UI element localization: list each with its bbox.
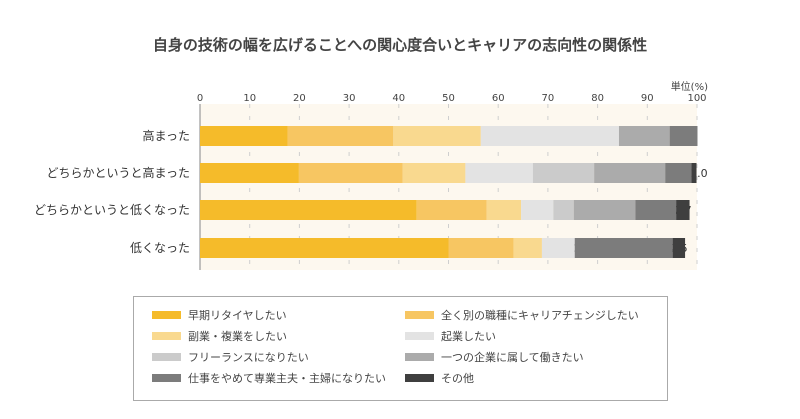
bar-segment xyxy=(618,126,670,146)
bar-segment xyxy=(574,238,673,258)
legend-swatch xyxy=(405,311,434,319)
bar-segment xyxy=(676,200,690,220)
legend-label: 仕事をやめて専業主夫・主婦になりたい xyxy=(188,371,386,385)
category-label: 低くなった xyxy=(130,241,190,255)
legend-swatch xyxy=(152,311,181,319)
legend-swatch xyxy=(405,332,434,340)
bar-segment xyxy=(532,163,595,183)
x-tick-label: 40 xyxy=(392,93,405,104)
bar-segment xyxy=(672,238,686,258)
bar-segment xyxy=(665,163,692,183)
category-label: どちらかというと高まった xyxy=(46,165,190,180)
bar-segment xyxy=(553,200,574,220)
x-tick-label: 80 xyxy=(591,93,604,104)
bar-segment xyxy=(200,163,299,183)
category-label: どちらかというと低くなった xyxy=(34,203,190,217)
unit-label: 単位(%) xyxy=(671,80,708,93)
legend-label: 早期リタイヤしたい xyxy=(188,309,287,322)
legend-swatch xyxy=(152,374,181,382)
bar-segment xyxy=(393,126,481,146)
bar-segment xyxy=(287,126,394,146)
legend-swatch xyxy=(152,353,181,361)
bar-segment xyxy=(480,126,619,146)
x-tick-label: 20 xyxy=(293,93,306,104)
bar-segment xyxy=(200,238,449,258)
x-tick-label: 30 xyxy=(343,93,356,104)
bar-segment xyxy=(402,163,466,183)
bar-segment xyxy=(416,200,487,220)
bar-segment xyxy=(691,163,697,183)
bar-segment xyxy=(573,200,636,220)
legend-swatch xyxy=(405,374,434,382)
legend-label: 副業・複業をしたい xyxy=(188,329,287,343)
bar-segment xyxy=(298,163,403,183)
x-tick-label: 90 xyxy=(641,93,654,104)
legend-label: 一つの企業に属して働きたい xyxy=(441,350,584,364)
category-label: 高まった xyxy=(142,128,190,143)
legend-box xyxy=(133,296,668,401)
x-tick-label: 60 xyxy=(492,93,505,104)
x-tick-label: 0 xyxy=(197,93,203,104)
x-tick-label: 50 xyxy=(442,93,455,104)
bar-segment xyxy=(594,163,666,183)
bar-segment xyxy=(200,126,288,146)
x-tick-label: 10 xyxy=(243,93,256,104)
chart-title: 自身の技術の幅を広げることへの関心度合いとキャリアの志向性の関係性 xyxy=(153,36,647,54)
bar-segment xyxy=(669,126,698,146)
legend-label: 起業したい xyxy=(441,330,496,343)
legend-swatch xyxy=(405,353,434,361)
legend-label: フリーランスになりたい xyxy=(188,351,309,364)
bar-segment xyxy=(541,238,575,258)
bar-segment xyxy=(448,238,514,258)
bar-segment xyxy=(200,200,417,220)
bar-segment xyxy=(635,200,677,220)
x-tick-label: 100 xyxy=(687,93,706,104)
legend-label: その他 xyxy=(441,372,474,385)
bar-segment xyxy=(521,200,554,220)
legend-swatch xyxy=(152,332,181,340)
legend-label: 全く別の職種にキャリアチェンジしたい xyxy=(441,308,639,322)
bar-segment xyxy=(486,200,522,220)
x-tick-label: 70 xyxy=(542,93,555,104)
bar-segment xyxy=(513,238,542,258)
bar-segment xyxy=(465,163,533,183)
